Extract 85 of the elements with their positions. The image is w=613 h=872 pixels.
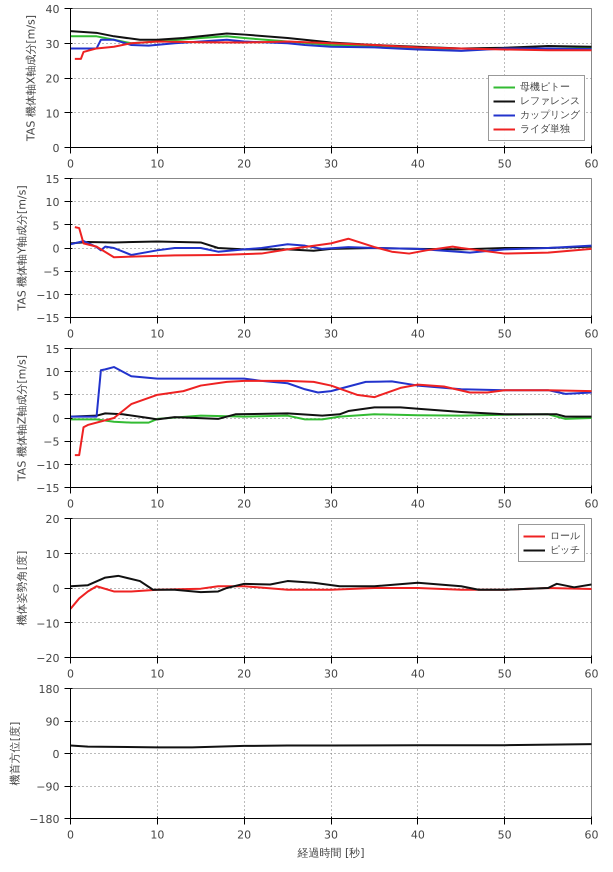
- line-series: [70, 366, 592, 418]
- y-tick-label: 0: [52, 412, 60, 426]
- y-tick-label: −180: [29, 813, 60, 826]
- x-tick-label: 20: [237, 828, 252, 842]
- x-tick-label: 30: [324, 668, 338, 680]
- y-tick-label: 15: [46, 343, 60, 356]
- x-axis-title: 経過時間 [秒]: [296, 846, 365, 860]
- line-series: [74, 226, 592, 258]
- x-tick-label: 60: [584, 328, 598, 340]
- x-tick-label: 10: [150, 158, 164, 170]
- x-tick-label: 30: [324, 158, 338, 170]
- x-tick-label: 60: [584, 668, 598, 680]
- x-tick-label: 40: [410, 828, 425, 842]
- y-axis-title: 機首方位[度]: [8, 722, 22, 786]
- y-tick-label: −20: [36, 652, 60, 665]
- x-tick-label: 10: [150, 328, 164, 340]
- x-tick-label: 50: [498, 498, 512, 510]
- y-tick-label: 90: [46, 716, 60, 728]
- x-tick-label: 0: [67, 828, 74, 842]
- x-tick-label: 10: [150, 668, 164, 680]
- y-tick-label: 10: [46, 548, 60, 561]
- x-tick-label: 20: [237, 328, 252, 340]
- y-tick-label: 10: [46, 107, 60, 120]
- line-series: [70, 38, 592, 52]
- legend-label: レファレンス: [520, 95, 580, 108]
- y-tick-label: −5: [43, 436, 60, 449]
- x-tick-label: 60: [584, 498, 598, 510]
- legend-label: カップリング: [520, 108, 580, 122]
- y-axis-title: 機体姿勢角[度]: [15, 550, 28, 626]
- legend-label: ピッチ: [550, 544, 580, 557]
- x-tick-label: 60: [584, 158, 598, 170]
- x-tick-label: 20: [237, 668, 252, 680]
- x-tick-label: 50: [498, 668, 512, 680]
- x-tick-label: 30: [324, 328, 338, 340]
- legend-label: ロール: [550, 530, 580, 543]
- y-tick-label: 5: [52, 389, 60, 402]
- x-tick-label: 40: [410, 498, 425, 510]
- y-tick-label: 0: [52, 142, 60, 155]
- y-tick-label: 0: [52, 748, 60, 761]
- y-tick-label: 0: [52, 582, 60, 596]
- x-tick-label: 0: [67, 668, 74, 680]
- y-tick-label: −15: [36, 482, 60, 495]
- y-axis-title: TAS 機体軸Y軸成分[m/s]: [15, 185, 28, 312]
- x-tick-label: 50: [498, 828, 512, 842]
- y-tick-label: 10: [46, 366, 60, 380]
- line-series: [70, 574, 592, 594]
- x-tick-label: 40: [410, 668, 425, 680]
- y-tick-label: 10: [46, 196, 60, 210]
- y-tick-label: −15: [36, 312, 60, 325]
- x-tick-label: 60: [584, 828, 598, 842]
- x-tick-label: 40: [410, 328, 425, 340]
- x-tick-label: 0: [67, 328, 74, 340]
- y-tick-label: 5: [52, 219, 60, 232]
- x-tick-label: 30: [324, 828, 338, 842]
- x-tick-label: 0: [67, 498, 74, 510]
- y-tick-label: −5: [43, 266, 60, 279]
- y-tick-label: −90: [36, 780, 60, 794]
- x-tick-label: 50: [498, 328, 512, 340]
- y-tick-label: 20: [46, 513, 60, 526]
- x-tick-label: 10: [150, 828, 164, 842]
- x-tick-label: 50: [498, 158, 512, 170]
- x-tick-label: 20: [237, 498, 252, 510]
- x-tick-label: 0: [67, 158, 74, 170]
- y-tick-label: 0: [52, 242, 60, 256]
- y-tick-label: −10: [36, 617, 60, 630]
- legend-label: 母機ピトー: [520, 80, 570, 94]
- line-series: [74, 380, 592, 456]
- y-tick-label: 180: [38, 683, 60, 696]
- line-series: [70, 30, 592, 50]
- y-axis-title: TAS 機体軸Z軸成分[m/s]: [15, 354, 28, 482]
- x-tick-label: 10: [150, 498, 164, 510]
- y-tick-label: 40: [46, 3, 60, 16]
- y-tick-label: −10: [36, 458, 60, 472]
- line-series: [70, 413, 592, 424]
- line-series: [74, 40, 592, 60]
- y-tick-label: 15: [46, 173, 60, 186]
- legend-label: ライダ単独: [520, 122, 570, 136]
- y-tick-label: 20: [46, 72, 60, 86]
- x-tick-label: 20: [237, 158, 252, 170]
- y-tick-label: −10: [36, 288, 60, 302]
- line-series: [70, 240, 592, 256]
- x-tick-label: 30: [324, 498, 338, 510]
- y-axis-title: TAS 機体軸X軸成分[m/s]: [24, 14, 38, 142]
- y-tick-label: 30: [46, 38, 60, 51]
- x-tick-label: 40: [410, 158, 425, 170]
